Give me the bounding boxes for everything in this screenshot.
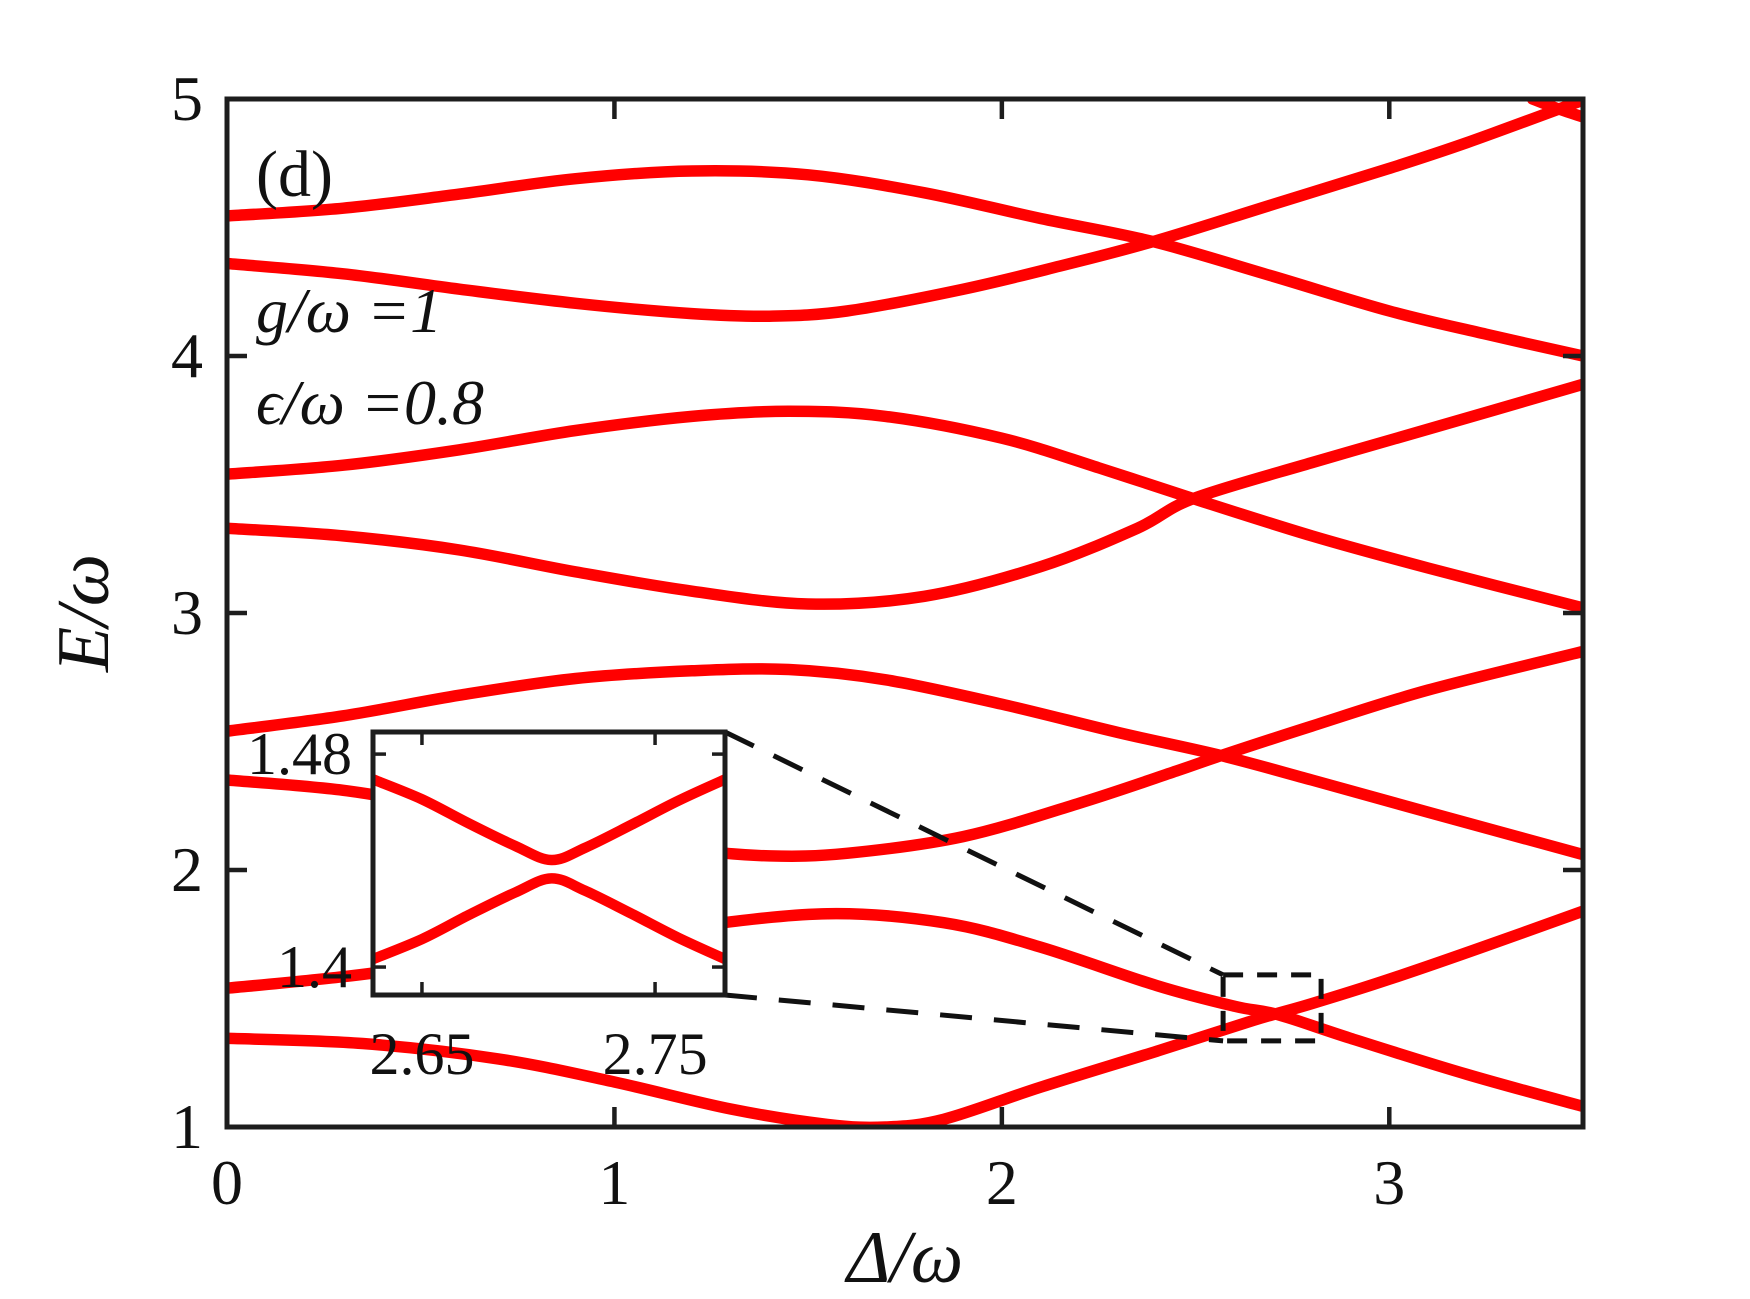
inset-y-tick-label: 1.4: [277, 934, 352, 1000]
x-tick-label: 1: [598, 1147, 630, 1218]
annotation-coupling: g/ω =1: [256, 275, 442, 346]
y-tick-label: 4: [171, 320, 203, 391]
inset-plot: [370, 729, 728, 998]
zoom-connector-bottom: [724, 992, 1224, 1044]
inset-y-tick-label: 1.48: [247, 721, 352, 787]
inset-x-tick-label: 2.75: [603, 1021, 708, 1087]
inset-curves: [373, 774, 725, 964]
energy-curve-level-4: [227, 663, 1583, 861]
axis-ticks: [224, 96, 1583, 1130]
energy-curve-level-5: [227, 378, 1583, 610]
x-axis-label: Δ/ω: [844, 1217, 963, 1299]
y-tick-label: 3: [171, 577, 203, 648]
energy-curve-level-1: [227, 905, 1583, 1127]
y-tick-label: 5: [171, 63, 203, 134]
zoom-link: [723, 729, 1324, 1044]
inset-tick-labels: 2.65 2.75 1.4 1.48: [247, 721, 708, 1087]
panel-label: (d): [256, 138, 333, 211]
x-tick-label: 3: [1373, 1147, 1405, 1218]
x-tick-label: 2: [986, 1147, 1018, 1218]
inset-curve-avoided-upper: [373, 774, 725, 866]
inset-border: [370, 729, 728, 998]
zoom-connector-top: [723, 729, 1225, 978]
y-tick-label: 2: [171, 834, 203, 905]
zoom-source-rect: [1220, 972, 1324, 1044]
y-axis-label: E/ω: [43, 554, 125, 673]
inset-ticks: [373, 732, 725, 995]
y-tick-label: 1: [171, 1091, 203, 1162]
energy-curve-level-8: [227, 165, 1583, 362]
annotation-bias: ϵ/ω =0.8: [256, 367, 484, 438]
inset-x-tick-label: 2.65: [369, 1021, 474, 1087]
inset-curve-avoided-lower: [373, 873, 725, 964]
energy-curve-level-7: [227, 99, 1583, 323]
energy-curve-level-6: [227, 405, 1583, 614]
x-tick-label: 0: [211, 1147, 243, 1218]
